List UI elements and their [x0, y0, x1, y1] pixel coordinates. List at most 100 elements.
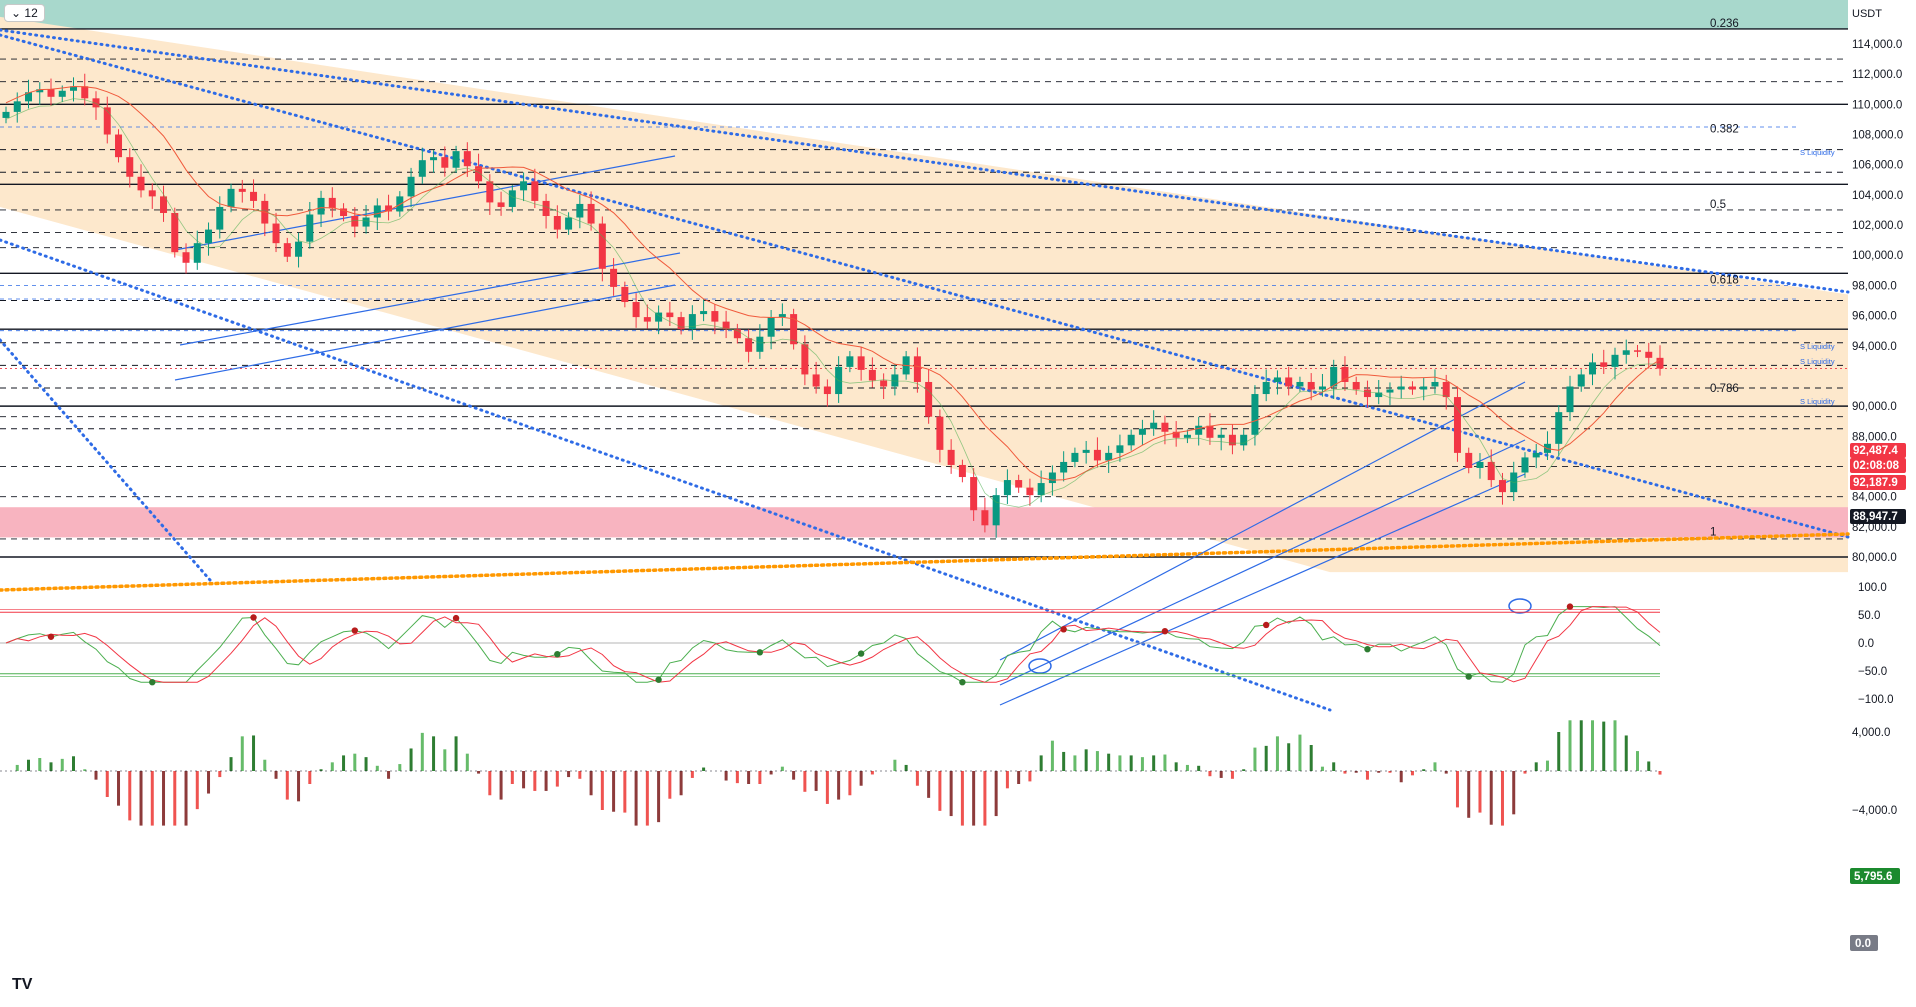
price-axis-label: 96,000.0	[1852, 311, 1897, 323]
candle-body	[1071, 452, 1079, 462]
candle-body	[880, 380, 888, 387]
crossover-dot	[1566, 603, 1574, 610]
crossover-dot	[452, 614, 460, 622]
candle-body	[587, 203, 595, 224]
candle-body	[846, 356, 854, 367]
candle-body	[407, 176, 415, 197]
candle-body	[1172, 431, 1180, 438]
candle-body	[238, 188, 246, 192]
candle-body	[1341, 366, 1349, 382]
candle-body	[801, 344, 809, 375]
histogram-axis-label: −4,000.0	[1852, 805, 1897, 817]
candle-body	[925, 381, 933, 417]
price-tag-text: 02:08:08	[1853, 460, 1900, 472]
fib-level-label: 0.618	[1710, 274, 1739, 286]
candle-body	[970, 477, 978, 511]
moving-average-line	[5, 85, 1661, 481]
price-axis-label: 98,000.0	[1852, 280, 1897, 292]
candle-body	[317, 197, 325, 215]
liquidity-label: S Liquidity	[1800, 357, 1835, 366]
downtrend-line-left	[0, 338, 212, 582]
rsi-pane	[0, 603, 1661, 686]
candle-body	[1465, 452, 1473, 468]
candle-body	[216, 206, 224, 230]
price-tag	[1850, 443, 1906, 458]
candle-body	[1138, 428, 1146, 435]
candle-body	[351, 216, 359, 227]
candle-body	[1330, 366, 1338, 387]
crossover-dot	[1364, 646, 1371, 653]
interval-button[interactable]: ⌄ 12	[4, 4, 45, 22]
fib-zone	[0, 16, 1848, 573]
candle-body	[1622, 350, 1630, 355]
chart-labels: 0.236 0.382 0.5 0.618 0.786 1 S Liquidity S Liq…	[1710, 18, 1835, 538]
candle-body	[1127, 434, 1135, 446]
candle-body	[531, 181, 539, 201]
candle-body	[486, 181, 494, 203]
candle-body	[1003, 480, 1011, 496]
candle-body	[1453, 397, 1461, 453]
downtrend-line-middle	[0, 33, 1850, 539]
candle-body	[621, 286, 629, 303]
candle-body	[823, 386, 831, 395]
channel-line	[999, 473, 1526, 706]
candle-body	[1296, 381, 1304, 387]
candle-body	[272, 223, 280, 244]
candle-body	[1105, 452, 1113, 461]
candle-body	[193, 243, 201, 263]
candle-body	[812, 374, 820, 387]
price-axis-label: 108,000.0	[1852, 130, 1903, 142]
candle-body	[1498, 480, 1506, 493]
candle-body	[913, 356, 921, 382]
currency-label: USDT	[1852, 8, 1882, 20]
candle-body	[25, 92, 33, 102]
candle-body	[103, 107, 111, 135]
rsi-axis-label: 50.0	[1858, 610, 1880, 622]
candle-body	[1588, 362, 1596, 375]
candle-body	[1015, 480, 1023, 488]
candle-body	[1555, 412, 1563, 444]
candle-body	[205, 229, 213, 244]
candle-body	[576, 203, 584, 218]
candle-body	[1161, 422, 1169, 432]
candle-body	[92, 98, 100, 108]
tradingview-logo: TV	[12, 976, 33, 993]
crossover-dot	[1262, 621, 1270, 629]
short-moving-average-line	[5, 98, 1661, 508]
downtrend-line-upper	[0, 28, 1850, 294]
candle-body	[655, 312, 663, 322]
candle-body	[283, 243, 291, 257]
orange-support-line	[0, 532, 1850, 592]
candle-body	[700, 311, 708, 315]
channel-line	[174, 155, 676, 251]
rsi-axis-label: −100.0	[1858, 694, 1894, 706]
crossover-dot	[351, 627, 359, 634]
crossover-dot	[1161, 627, 1169, 635]
candle-body	[137, 176, 145, 191]
candle-body	[1240, 434, 1248, 446]
candle-body	[115, 134, 123, 158]
candle-body	[126, 157, 134, 177]
candle-body	[2, 111, 10, 118]
price-axis-label: 114,000.0	[1852, 39, 1902, 51]
candle-body	[306, 214, 314, 242]
price-axis-label: 80,000.0	[1852, 552, 1897, 564]
price-axis-label: 104,000.0	[1852, 190, 1903, 202]
candle-body	[1645, 351, 1653, 358]
candle-body	[666, 312, 674, 318]
candle-body	[1195, 425, 1203, 435]
crossover-dot	[554, 651, 561, 658]
candles	[2, 73, 1664, 538]
candle-body	[13, 101, 21, 112]
grid-lines	[0, 28, 1848, 558]
price-tag	[1850, 475, 1906, 490]
candle-body	[340, 208, 348, 217]
liquidity-label: S Liquidity	[1800, 148, 1835, 157]
crossover-dot	[1465, 673, 1472, 680]
candle-body	[688, 314, 696, 330]
histogram-pane	[0, 720, 1662, 826]
candle-body	[745, 338, 753, 352]
candle-body	[160, 196, 168, 213]
candle-body	[1228, 434, 1236, 446]
